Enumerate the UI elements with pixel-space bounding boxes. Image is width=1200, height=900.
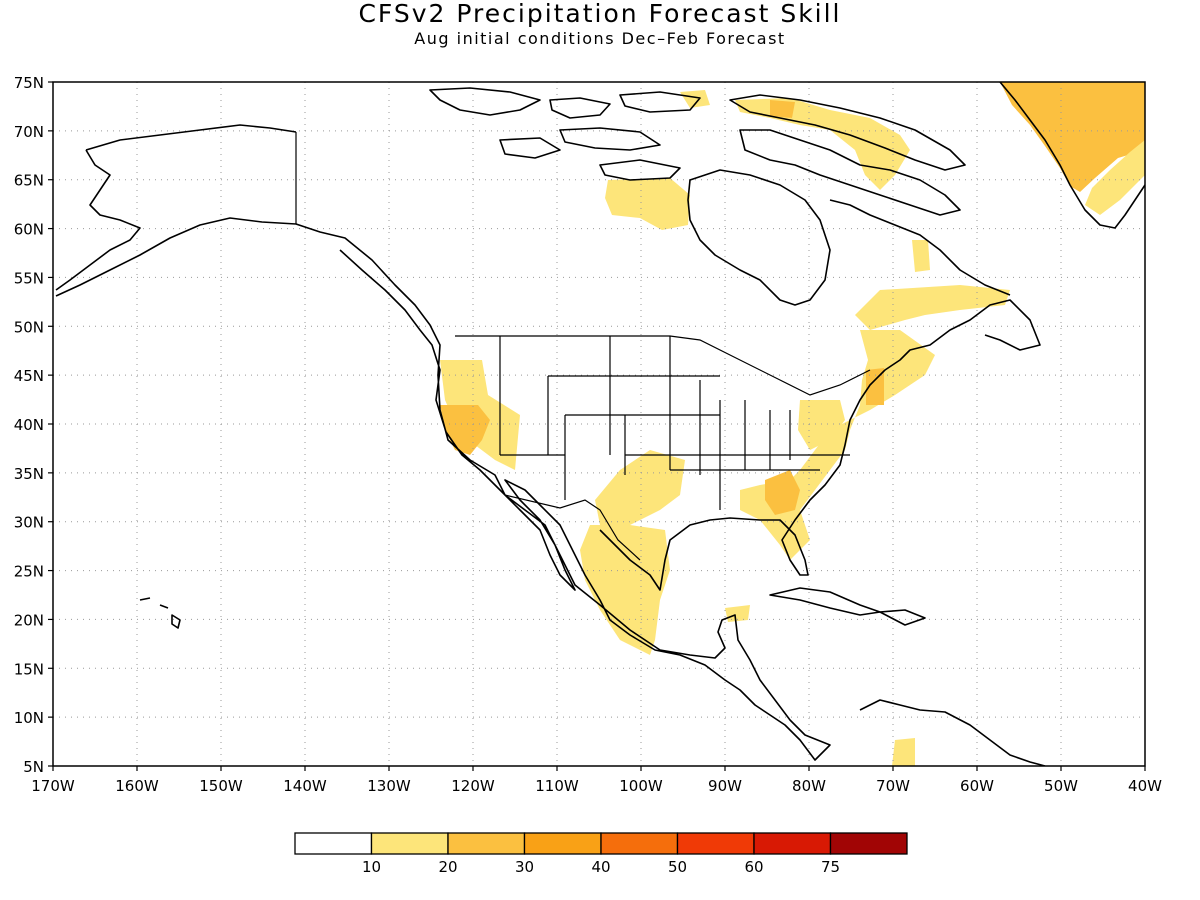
- legend-swatch: [370, 832, 449, 855]
- legend-swatch: [523, 832, 602, 855]
- legend-label: 40: [591, 858, 610, 876]
- legend-swatch: [753, 832, 832, 855]
- lat-label: 60N: [14, 221, 44, 239]
- coastline-hudson: [687, 169, 831, 306]
- shade-quebec-east: [855, 285, 1010, 330]
- shade-greenland: [1000, 82, 1145, 192]
- lon-label: 40W: [1128, 777, 1162, 795]
- legend-label: 30: [515, 858, 534, 876]
- legend-label: 50: [668, 858, 687, 876]
- lat-label: 20N: [14, 611, 44, 629]
- coastline-south-america: [859, 699, 1046, 766]
- lon-label: 100W: [619, 777, 663, 795]
- coastline-north-america: [55, 217, 831, 761]
- border-us-canada: [455, 335, 871, 396]
- shade-ellesmere: [735, 98, 910, 190]
- lon-label: 50W: [1044, 777, 1078, 795]
- shade-mexico: [580, 525, 670, 655]
- legend-swatch: [294, 832, 373, 855]
- shade-newengland: [866, 368, 884, 405]
- coastline-greenland: [999, 82, 1145, 229]
- latitude-labels: 75N 70N 65N 60N 55N 50N 45N 40N 35N 30N 25N 20N 15N 1…: [14, 74, 53, 776]
- lat-label: 70N: [14, 123, 44, 141]
- coastline-alaska-west: [55, 124, 297, 291]
- lon-label: 140W: [283, 777, 327, 795]
- lat-label: 5N: [23, 758, 44, 776]
- legend-swatch: [676, 832, 755, 855]
- lat-label: 25N: [14, 563, 44, 581]
- lon-label: 130W: [367, 777, 411, 795]
- coastline-hawaii: [139, 597, 181, 629]
- legend-label: 20: [438, 858, 457, 876]
- shade-venezuela: [892, 738, 915, 766]
- lon-label: 70W: [876, 777, 910, 795]
- coastline-labrador: [829, 199, 1011, 296]
- lon-label: 110W: [535, 777, 579, 795]
- coastline-arctic-islands: [429, 87, 701, 181]
- coastlines: [55, 82, 1145, 766]
- shade-southeast: [765, 470, 800, 515]
- legend-swatch: [447, 832, 526, 855]
- lon-label: 120W: [451, 777, 495, 795]
- lat-label: 55N: [14, 269, 44, 287]
- shade-baffin-north: [680, 90, 710, 108]
- shade-northeast: [740, 330, 935, 560]
- lon-label: 170W: [31, 777, 75, 795]
- coastline-baffin: [739, 129, 961, 216]
- shade-greenland-light: [1085, 140, 1145, 215]
- legend-label: 10: [362, 858, 381, 876]
- border-us-states: [499, 336, 850, 510]
- lon-label: 80W: [792, 777, 826, 795]
- lat-lon-grid: [53, 82, 1145, 766]
- shade-texas: [595, 450, 685, 530]
- legend-label: 60: [744, 858, 763, 876]
- lat-label: 35N: [14, 465, 44, 483]
- skill-color-legend: 10 20 30 40 50 60 75: [294, 832, 908, 876]
- lat-label: 40N: [14, 416, 44, 434]
- lat-label: 75N: [14, 74, 44, 92]
- legend-swatch: [600, 832, 679, 855]
- map-title: CFSv2 Precipitation Forecast Skill: [358, 0, 842, 28]
- legend-label: 75: [821, 858, 840, 876]
- lat-label: 65N: [14, 172, 44, 190]
- lat-label: 50N: [14, 318, 44, 336]
- lon-label: 150W: [199, 777, 243, 795]
- lon-label: 60W: [960, 777, 994, 795]
- shade-ellesmere-mid: [770, 100, 795, 118]
- lon-label: 90W: [708, 777, 742, 795]
- shade-hudson-west: [605, 178, 690, 230]
- border-us-mexico: [504, 494, 641, 561]
- lon-label: 160W: [115, 777, 159, 795]
- coastline-hispaniola: [879, 609, 926, 626]
- political-borders: [295, 132, 871, 561]
- lat-label: 15N: [14, 660, 44, 678]
- shade-southeast-light: [798, 400, 845, 450]
- lat-label: 45N: [14, 367, 44, 385]
- coastline-cuba: [769, 587, 881, 616]
- longitude-labels: 170W 160W 150W 140W 130W 120W 110W 100W 90W 80W 70…: [31, 766, 1162, 795]
- shade-yucatan: [725, 605, 750, 622]
- coastline-gulf: [599, 299, 1041, 591]
- coastline-ellesmere: [729, 94, 966, 171]
- legend-swatch: [829, 832, 908, 855]
- shade-labrador: [912, 240, 930, 272]
- lat-label: 30N: [14, 514, 44, 532]
- lat-label: 10N: [14, 709, 44, 727]
- map-subtitle: Aug initial conditions Dec–Feb Forecast: [414, 29, 786, 48]
